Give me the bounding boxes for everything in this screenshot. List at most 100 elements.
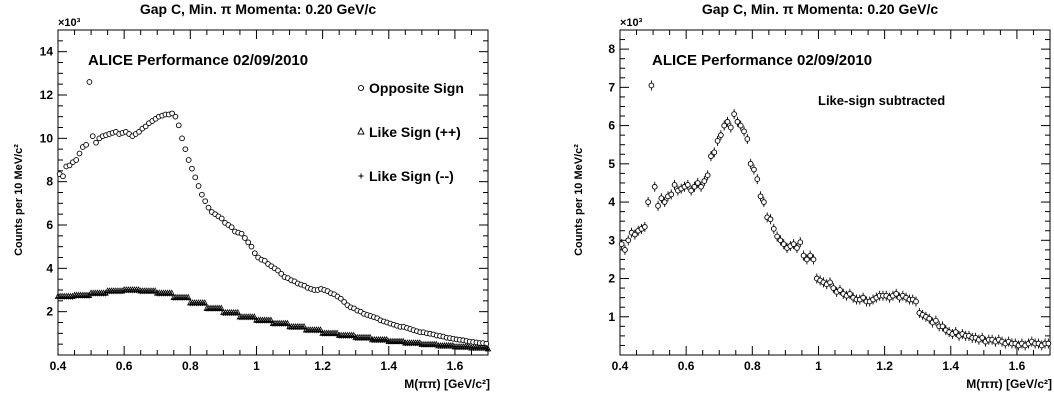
data-point (721, 122, 728, 129)
data-point (952, 329, 959, 335)
data-point (199, 191, 205, 198)
y-tick-label: 7 (608, 80, 615, 94)
data-point (218, 215, 225, 222)
data-point (698, 183, 704, 190)
data-point (777, 237, 784, 244)
data-point (83, 141, 89, 148)
legend-marker (357, 126, 365, 135)
data-point (278, 270, 285, 277)
y-tick-label: 5 (608, 157, 615, 171)
data-point (724, 118, 731, 125)
data-point-like-mm (120, 290, 125, 295)
data-point (704, 172, 711, 179)
data-point (341, 299, 347, 305)
data-point-like-mm (70, 295, 75, 300)
data-point (66, 162, 73, 169)
data-point-like-mm (103, 292, 108, 297)
data-point (658, 195, 665, 202)
data-point-like-mm (351, 334, 356, 339)
data-point-like-mm (368, 336, 373, 341)
data-point (179, 135, 185, 142)
data-point-like-mm (318, 329, 323, 334)
data-point (251, 250, 258, 257)
data-point (800, 252, 807, 259)
x-tick-label: 0.8 (744, 359, 761, 373)
x-tick-label: 1.4 (380, 359, 397, 373)
data-marks (54, 79, 492, 352)
x-axis-label: M(ππ) [GeV/c²] (966, 377, 1052, 391)
data-point (337, 295, 344, 302)
data-point (893, 290, 900, 297)
data-point (625, 237, 632, 244)
data-point-like-mm (302, 325, 307, 330)
plot-frame (57, 29, 489, 356)
data-point-like-mm (235, 311, 240, 316)
data-point (757, 193, 764, 200)
data-point (655, 203, 661, 209)
data-point (73, 157, 80, 163)
y-axis-label: Counts per 10 MeV/c² (573, 144, 585, 256)
x-tick-label: 0.8 (182, 359, 199, 373)
y-tick-label: 6 (46, 218, 53, 232)
annotation-like-sign-subtracted: Like-sign subtracted (818, 93, 945, 108)
data-point-like-mm (87, 294, 92, 299)
data-marks (618, 80, 1052, 351)
data-point-like-mm (434, 343, 439, 348)
data-point (807, 252, 814, 259)
data-point-like-mm (219, 307, 224, 312)
y-tick-label: 8 (46, 175, 53, 189)
data-point (767, 216, 774, 223)
axis-ticks: 0.4 0.6 0.8 1 1.2 1.4 1.6 1 2 3 4 5 6 7 8 (608, 29, 1051, 373)
data-point-like-mm (417, 342, 422, 347)
data-point (711, 149, 718, 156)
y-tick-label: 10 (40, 131, 54, 145)
y-tick-label: 3 (608, 233, 615, 247)
data-point (747, 160, 754, 167)
data-point (645, 199, 651, 205)
data-point (172, 113, 179, 120)
data-point (804, 256, 810, 263)
data-point (136, 128, 142, 135)
axis-ticks: 0.4 0.6 0.8 1 1.2 1.4 1.6 2 4 6 8 10 12 14 (40, 29, 489, 373)
data-point (761, 199, 767, 205)
x-axis-label: M(ππ) [GeV/c²] (404, 377, 490, 391)
data-point (926, 315, 933, 322)
data-point (661, 199, 668, 205)
data-point (718, 132, 724, 138)
data-point (979, 334, 986, 341)
y-multiplier: ×10³ (620, 17, 643, 29)
data-point (734, 118, 741, 125)
data-point (648, 82, 655, 89)
data-point (671, 182, 678, 188)
x-tick-label: 1.2 (876, 359, 893, 373)
x-tick-label: 1 (815, 359, 822, 373)
panel-right: Gap C, Min. π Momenta: 0.20 GeV/c ×10³ C… (573, 1, 1052, 391)
annotation: ALICE Performance 02/09/2010 (88, 52, 308, 69)
chart-title: Gap C, Min. π Momenta: 0.20 GeV/c (702, 1, 939, 17)
plot-frame (619, 29, 1051, 356)
data-point (939, 323, 946, 330)
data-point (189, 165, 195, 172)
data-point (913, 298, 919, 305)
data-point (76, 150, 83, 157)
data-point (60, 173, 66, 180)
panel-left: Gap C, Min. π Momenta: 0.20 GeV/c ×10³ C… (13, 1, 492, 391)
data-point (714, 138, 721, 144)
data-point (701, 178, 708, 184)
data-point (248, 243, 255, 250)
data-point (641, 224, 648, 230)
data-point (810, 256, 817, 263)
data-point (261, 257, 268, 264)
x-tick-label: 1.4 (942, 359, 959, 373)
y-tick-label: 1 (608, 310, 615, 324)
data-point (933, 317, 939, 324)
data-point-like-mm (486, 347, 490, 352)
y-tick-label: 12 (40, 88, 54, 102)
data-point-like-mm (153, 290, 158, 295)
data-point-like-mm (186, 296, 191, 301)
x-tick-label: 1 (253, 359, 260, 373)
data-point (860, 294, 866, 301)
y-tick-label: 2 (608, 272, 615, 286)
data-point (205, 204, 212, 211)
